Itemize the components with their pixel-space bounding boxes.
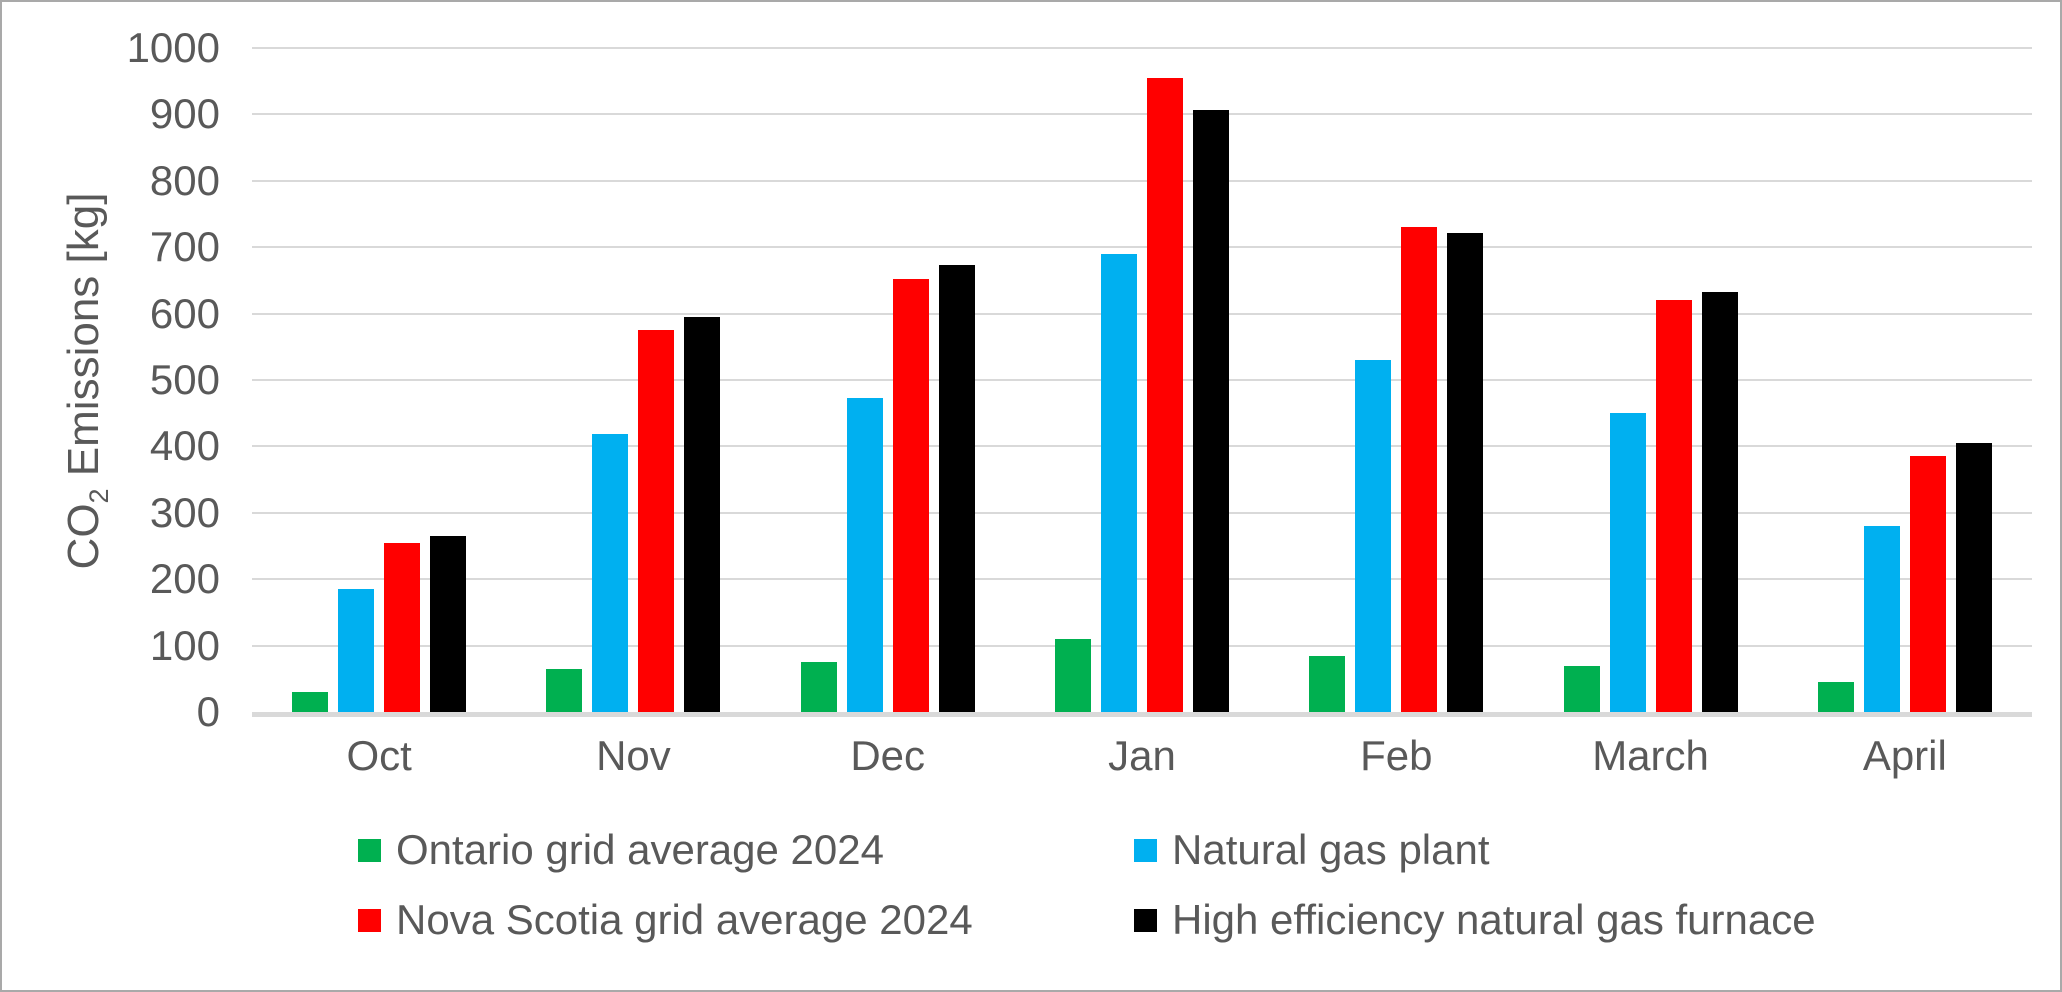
legend-column-right: Natural gas plant High efficiency natural… — [1134, 826, 1816, 944]
gridline-600 — [252, 312, 2032, 315]
gridline-900 — [252, 113, 2032, 116]
gridline-1000 — [252, 47, 2032, 49]
bar-group-april — [1778, 48, 2032, 712]
bar-oct-series0 — [292, 692, 329, 712]
legend-label-series3: High efficiency natural gas furnace — [1172, 896, 1816, 943]
bar-march-series0 — [1563, 665, 1600, 712]
bar-group-nov — [506, 48, 760, 712]
y-tick-label-300: 300 — [149, 488, 220, 536]
bar-dec-series2 — [892, 279, 929, 712]
bar-oct-series1 — [338, 589, 375, 712]
legend-swatch-series1 — [1134, 838, 1157, 862]
bar-group-march — [1523, 48, 1777, 712]
legend-label-series2: Nova Scotia grid average 2024 — [396, 896, 973, 943]
legend-item-series2: Nova Scotia grid average 2024 — [358, 896, 973, 944]
bar-oct-series3 — [430, 536, 467, 712]
y-tick-label-800: 800 — [149, 156, 220, 204]
gridline-500 — [252, 379, 2032, 381]
legend-label-series0: Ontario grid average 2024 — [396, 826, 884, 873]
gridline-700 — [252, 246, 2032, 249]
bar-march-series2 — [1655, 300, 1692, 712]
bar-dec-series1 — [846, 397, 883, 712]
x-label-april: April — [1862, 732, 1947, 779]
bar-feb-series2 — [1401, 227, 1438, 712]
legend-item-series3: High efficiency natural gas furnace — [1134, 896, 1816, 944]
bar-jan-series3 — [1192, 109, 1229, 712]
bar-dec-series0 — [800, 662, 837, 712]
gridline-800 — [252, 179, 2032, 182]
legend-label-series1: Natural gas plant — [1172, 826, 1490, 873]
x-label-oct: Oct — [346, 732, 412, 779]
y-axis-ticks: 0 100 200 300 400 500 600 700 800 900 1000 — [2, 24, 220, 735]
legend-item-series1: Natural gas plant — [1134, 826, 1816, 874]
y-tick-label-700: 700 — [149, 223, 220, 271]
bar-feb-series0 — [1309, 655, 1346, 712]
y-tick-label-0: 0 — [196, 688, 220, 735]
bar-feb-series3 — [1447, 232, 1484, 712]
bar-dec-series3 — [938, 265, 975, 712]
legend-swatch-series0 — [358, 838, 381, 862]
bar-feb-series1 — [1355, 360, 1392, 712]
bar-group-feb — [1269, 48, 1523, 712]
bar-march-series3 — [1701, 291, 1738, 712]
bar-april-series0 — [1817, 682, 1854, 712]
x-label-march: March — [1592, 732, 1709, 779]
bar-nov-series2 — [638, 330, 675, 712]
bar-nov-series0 — [546, 668, 583, 712]
gridline-400 — [252, 445, 2032, 448]
plot-area — [252, 47, 2032, 717]
x-label-jan: Jan — [1108, 732, 1176, 779]
legend-swatch-series2 — [358, 908, 381, 932]
bar-april-series2 — [1909, 456, 1946, 712]
y-tick-label-100: 100 — [149, 621, 220, 669]
gridline-100 — [252, 644, 2032, 647]
x-label-nov: Nov — [596, 732, 671, 779]
y-tick-label-900: 900 — [149, 90, 220, 138]
bar-april-series1 — [1863, 526, 1900, 712]
x-label-feb: Feb — [1360, 732, 1433, 779]
bar-group-dec — [761, 48, 1015, 712]
bar-nov-series1 — [592, 434, 629, 712]
bar-april-series3 — [1955, 443, 1992, 712]
x-label-dec: Dec — [850, 732, 926, 779]
bar-group-oct — [252, 48, 506, 712]
legend-item-series0: Ontario grid average 2024 — [358, 826, 973, 874]
x-axis-labels: Oct Nov Dec Jan Feb March April — [252, 728, 2032, 784]
y-tick-label-600: 600 — [149, 289, 220, 337]
legend-column-left: Ontario grid average 2024 Nova Scotia gri… — [358, 826, 973, 944]
bar-oct-series2 — [384, 542, 421, 712]
gridline-200 — [252, 578, 2032, 581]
y-tick-label-1000: 1000 — [126, 24, 220, 71]
bar-nov-series3 — [684, 316, 721, 712]
bar-jan-series1 — [1100, 253, 1137, 712]
bar-group-jan — [1015, 48, 1269, 712]
bar-jan-series2 — [1146, 77, 1183, 712]
gridline-300 — [252, 511, 2032, 514]
bar-march-series1 — [1609, 413, 1646, 712]
y-tick-label-500: 500 — [149, 356, 220, 403]
y-tick-label-200: 200 — [149, 555, 220, 603]
bar-jan-series0 — [1054, 638, 1091, 712]
legend-swatch-series3 — [1134, 908, 1157, 932]
y-tick-label-400: 400 — [149, 422, 220, 470]
